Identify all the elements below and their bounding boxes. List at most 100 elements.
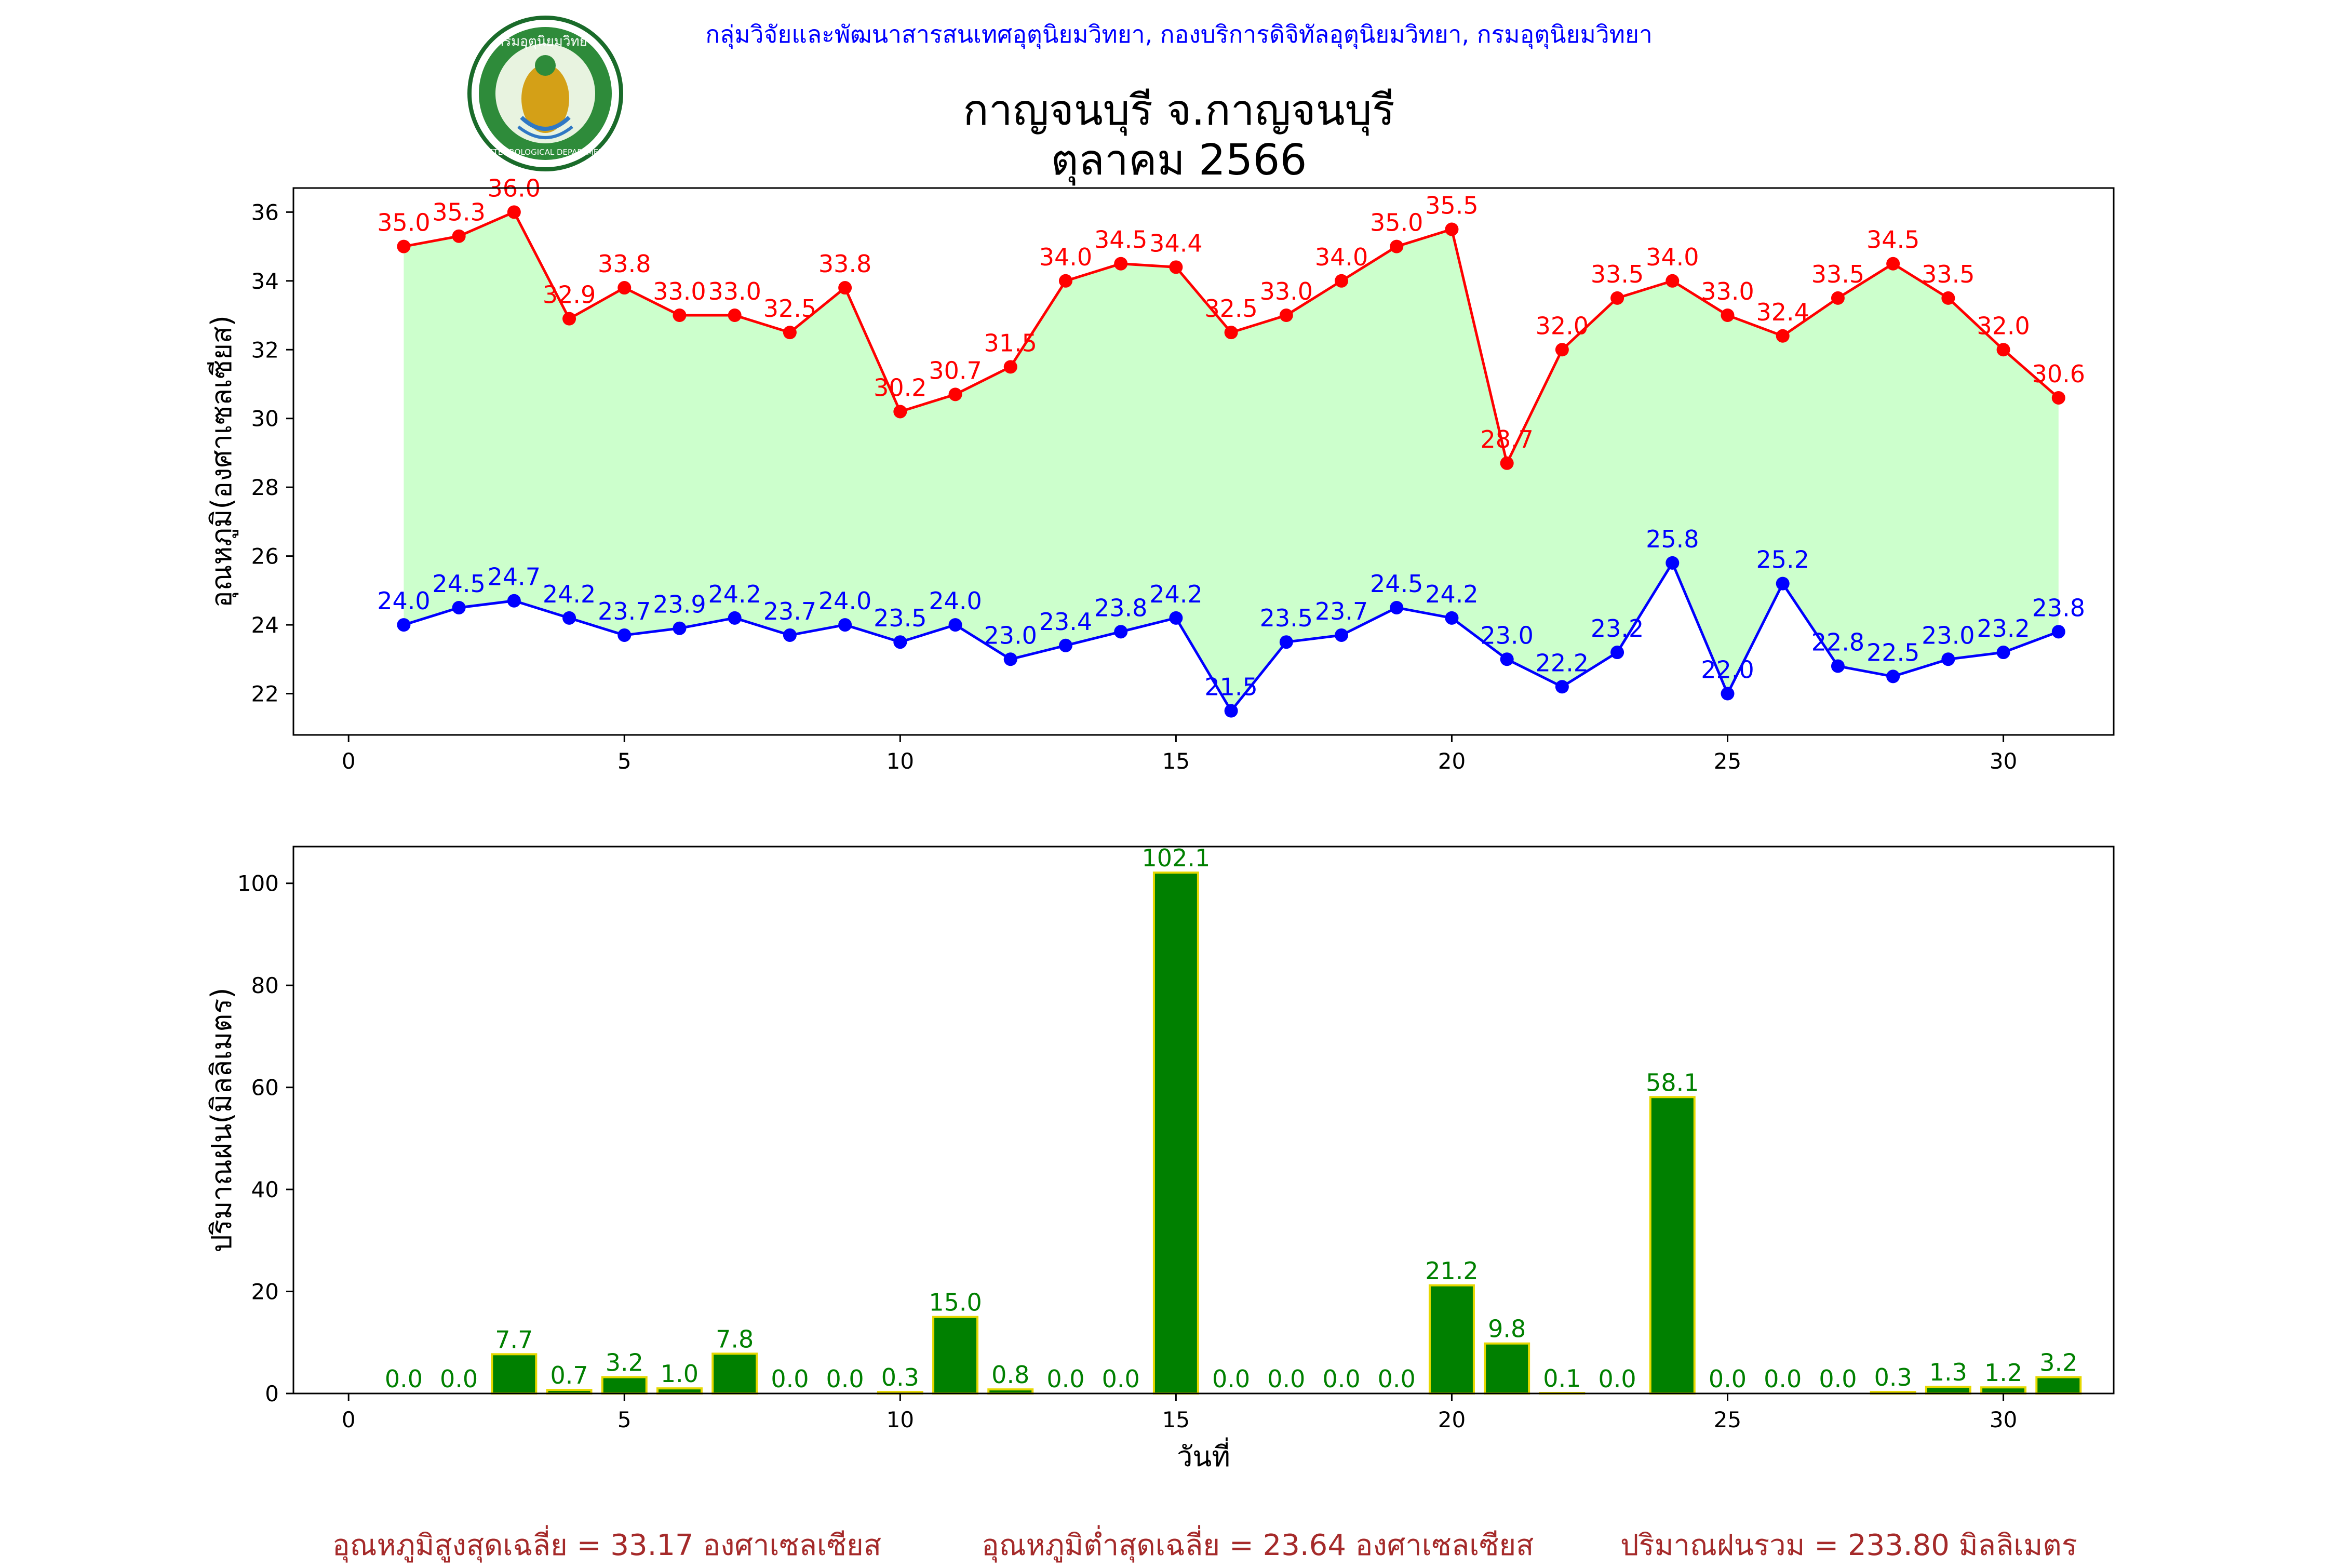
max-temp-point bbox=[1721, 309, 1735, 323]
max-temp-value-label: 35.0 bbox=[377, 209, 430, 237]
rain-value-label: 0.3 bbox=[1874, 1363, 1912, 1391]
max-temp-value-label: 34.5 bbox=[1094, 226, 1147, 254]
min-temp-value-label: 24.0 bbox=[377, 587, 430, 615]
min-temp-point bbox=[1666, 556, 1680, 570]
x-tick-label: 10 bbox=[887, 1407, 914, 1432]
avg-max-temp-text: อุณหภูมิสูงสุดเฉลี่ย = 33.17 องศาเซลเซีย… bbox=[332, 1529, 882, 1562]
min-temp-point bbox=[1886, 669, 1900, 684]
min-temp-point bbox=[1831, 659, 1845, 673]
min-temp-point bbox=[452, 600, 466, 614]
rain-value-label: 0.0 bbox=[1046, 1365, 1084, 1393]
max-temp-value-label: 32.5 bbox=[763, 294, 816, 323]
max-temp-point bbox=[1555, 343, 1569, 357]
rain-bar bbox=[601, 1376, 648, 1395]
min-temp-value-label: 21.5 bbox=[1204, 673, 1257, 701]
min-temp-point bbox=[2051, 625, 2065, 639]
max-temp-point bbox=[507, 205, 521, 219]
min-temp-value-label: 23.8 bbox=[2032, 594, 2085, 622]
max-temp-value-label: 32.9 bbox=[543, 281, 596, 309]
y-tick-label: 80 bbox=[251, 973, 279, 998]
rain-value-label: 0.0 bbox=[440, 1365, 478, 1393]
max-temp-value-label: 34.0 bbox=[1315, 243, 1368, 271]
y-tick-label: 24 bbox=[251, 612, 279, 638]
min-temp-value-label: 24.7 bbox=[488, 563, 541, 591]
rain-value-label: 0.0 bbox=[1709, 1365, 1747, 1393]
min-temp-point bbox=[783, 628, 797, 642]
min-temp-value-label: 24.5 bbox=[432, 570, 485, 598]
rain-value-label: 21.2 bbox=[1425, 1257, 1478, 1285]
rain-value-label: 1.3 bbox=[1929, 1358, 1967, 1386]
min-temp-value-label: 24.0 bbox=[818, 587, 871, 615]
chart-title-line-2: ตุลาคม 2566 bbox=[1051, 136, 1307, 185]
y-axis-label: อุณหภูมิ(องศาเซลเซียส) bbox=[205, 315, 239, 608]
min-temp-value-label: 23.8 bbox=[1094, 594, 1147, 622]
max-temp-point bbox=[1666, 274, 1680, 288]
min-temp-value-label: 23.5 bbox=[874, 604, 926, 632]
min-temp-value-label: 22.2 bbox=[1536, 649, 1589, 677]
min-temp-value-label: 24.2 bbox=[708, 580, 761, 608]
rain-value-label: 0.7 bbox=[550, 1361, 588, 1389]
max-temp-value-label: 34.4 bbox=[1149, 229, 1202, 257]
min-temp-point bbox=[1776, 577, 1790, 591]
svg-text:กรมอุตุนิยมวิทยา: กรมอุตุนิยมวิทยา bbox=[495, 34, 595, 49]
max-temp-value-label: 30.6 bbox=[2032, 360, 2085, 388]
min-temp-point bbox=[507, 594, 521, 608]
max-temp-value-label: 33.8 bbox=[818, 250, 871, 278]
chart-title-line-1: กาญจนบุรี จ.กาญจนบุรี bbox=[963, 86, 1395, 135]
x-tick-label: 20 bbox=[1438, 748, 1466, 774]
x-tick-label: 0 bbox=[342, 748, 356, 774]
max-temp-value-label: 32.0 bbox=[1977, 312, 2030, 340]
min-temp-value-label: 23.5 bbox=[1260, 604, 1313, 632]
rain-value-label: 0.0 bbox=[1378, 1365, 1416, 1393]
max-temp-point bbox=[893, 405, 907, 419]
min-temp-value-label: 22.5 bbox=[1866, 638, 1919, 666]
min-temp-point bbox=[1003, 652, 1017, 666]
max-temp-point bbox=[1831, 291, 1845, 305]
temp-range-fill bbox=[404, 212, 2059, 711]
max-temp-point bbox=[1279, 309, 1293, 323]
rain-bar bbox=[711, 1352, 758, 1395]
min-temp-value-label: 23.7 bbox=[598, 597, 651, 625]
y-tick-label: 28 bbox=[251, 475, 279, 500]
max-temp-value-label: 33.0 bbox=[1260, 277, 1313, 305]
min-temp-point bbox=[1610, 646, 1624, 660]
y-tick-label: 32 bbox=[251, 337, 279, 363]
y-tick-label: 40 bbox=[251, 1177, 279, 1202]
min-temp-value-label: 23.4 bbox=[1039, 608, 1092, 636]
rain-bar bbox=[2035, 1376, 2082, 1395]
max-temp-value-label: 28.7 bbox=[1480, 425, 1533, 453]
y-tick-label: 36 bbox=[251, 199, 279, 225]
min-temp-point bbox=[1279, 635, 1293, 649]
min-temp-value-label: 24.2 bbox=[1149, 580, 1202, 608]
max-temp-value-label: 33.0 bbox=[653, 277, 706, 305]
rain-value-label: 0.0 bbox=[1764, 1365, 1802, 1393]
min-temp-value-label: 23.7 bbox=[763, 597, 816, 625]
x-tick-label: 25 bbox=[1714, 748, 1741, 774]
y-tick-label: 30 bbox=[251, 406, 279, 432]
x-tick-label: 10 bbox=[887, 748, 914, 774]
max-temp-point bbox=[617, 281, 632, 295]
max-temp-value-label: 32.5 bbox=[1204, 294, 1257, 323]
min-temp-point bbox=[673, 621, 687, 635]
min-temp-point bbox=[1445, 611, 1459, 625]
plot-frame-1 bbox=[292, 846, 2115, 1395]
min-temp-point bbox=[1996, 646, 2010, 660]
min-temp-value-label: 23.0 bbox=[1480, 621, 1533, 649]
rain-value-label: 3.2 bbox=[2039, 1349, 2077, 1377]
x-tick-label: 30 bbox=[1990, 1407, 2017, 1432]
summary-footer: อุณหภูมิสูงสุดเฉลี่ย = 33.17 องศาเซลเซีย… bbox=[0, 1529, 2337, 1563]
rain-value-label: 1.2 bbox=[1984, 1359, 2022, 1387]
max-temp-point bbox=[1500, 456, 1514, 470]
credit-text: กลุ่มวิจัยและพัฒนาสารสนเทศอุตุนิยมวิทยา,… bbox=[705, 20, 1653, 48]
rain-value-label: 3.2 bbox=[606, 1349, 643, 1377]
min-temp-point bbox=[397, 618, 411, 632]
max-temp-value-label: 31.5 bbox=[984, 329, 1037, 357]
max-temp-point bbox=[1169, 260, 1183, 274]
x-tick-label: 15 bbox=[1162, 1407, 1190, 1432]
min-temp-point bbox=[562, 611, 576, 625]
max-temp-point bbox=[1058, 274, 1072, 288]
max-temp-value-label: 35.3 bbox=[432, 198, 485, 226]
rain-value-label: 0.0 bbox=[1819, 1365, 1857, 1393]
max-temp-value-label: 33.0 bbox=[708, 277, 761, 305]
